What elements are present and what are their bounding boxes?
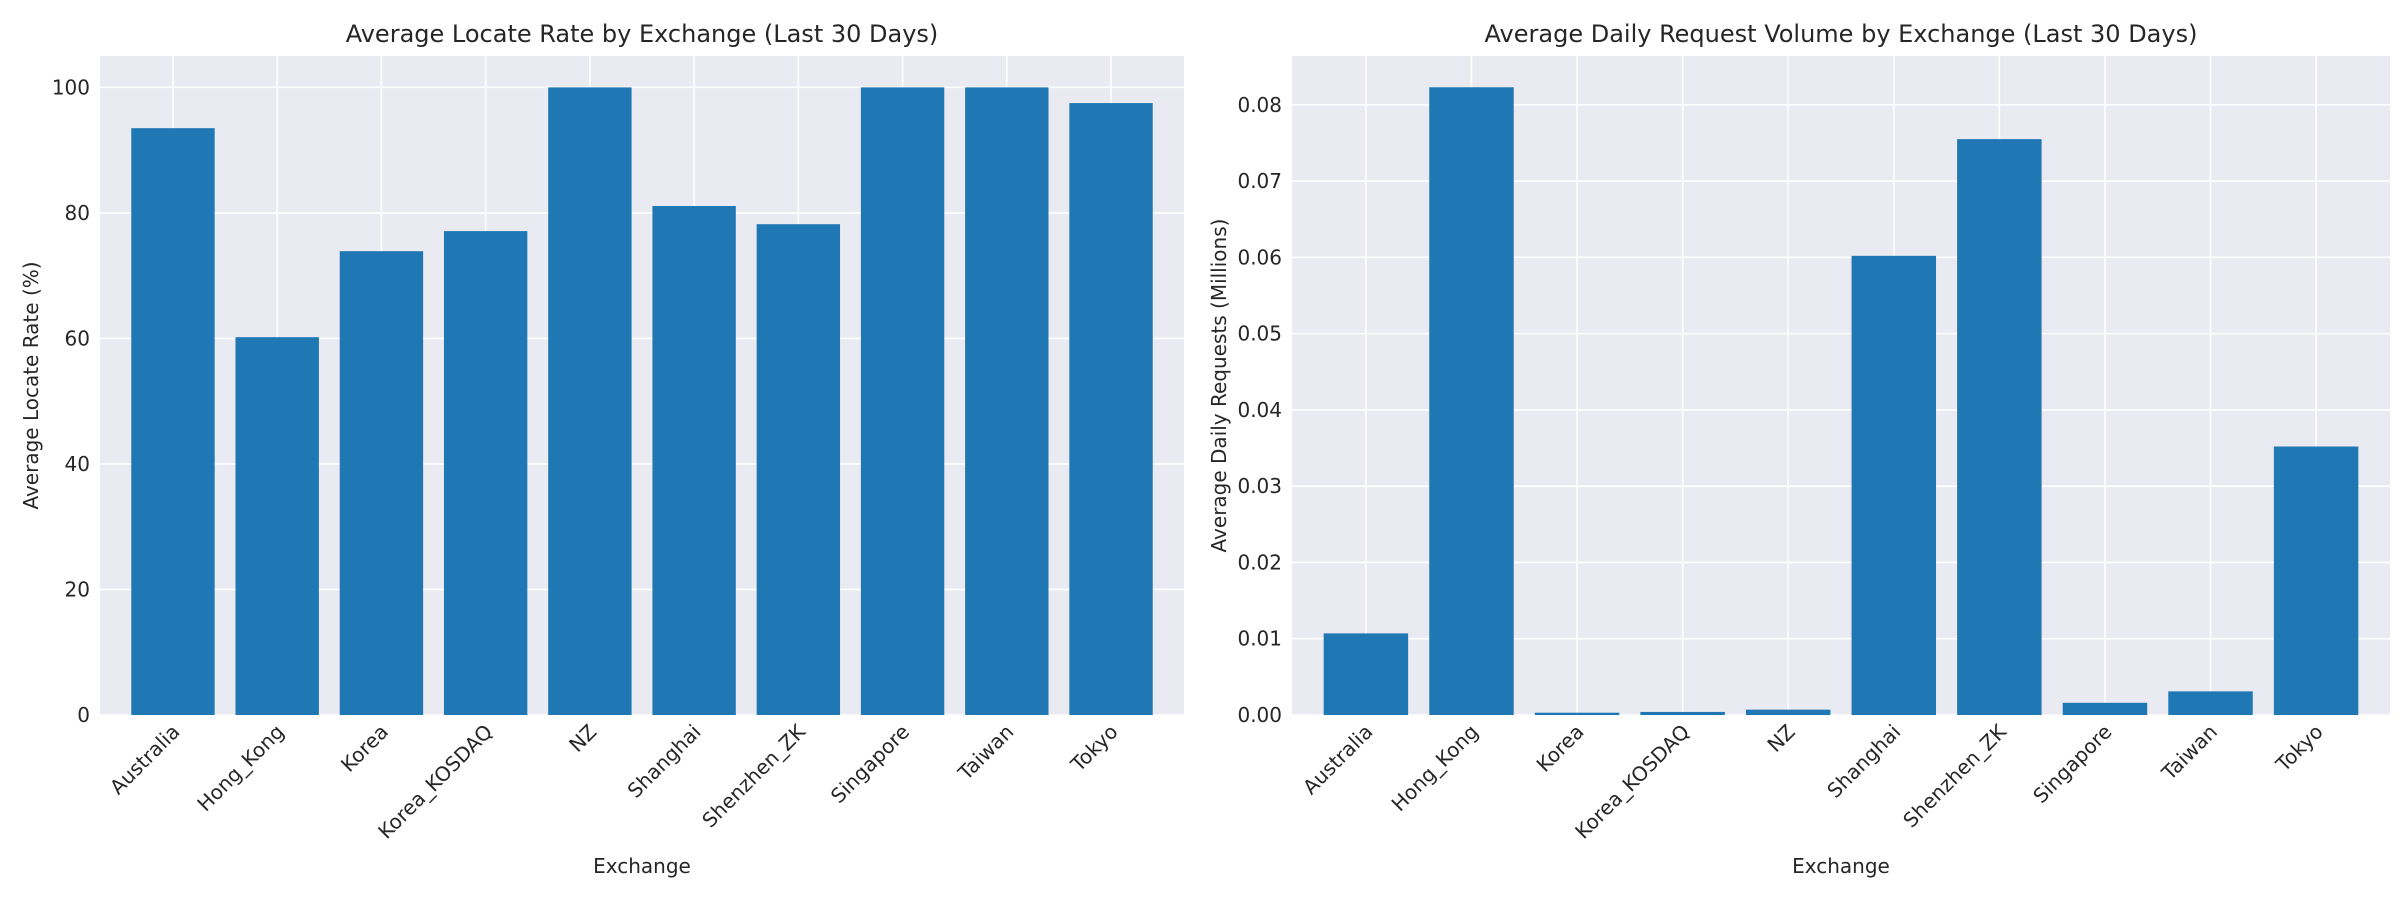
x-tick-label: Korea — [1532, 720, 1589, 777]
bar-korea-kosdaq — [1640, 711, 1725, 715]
x-tick-label: Hong_Kong — [192, 720, 288, 816]
bar-singapore — [2062, 702, 2148, 715]
y-tick-label: 80 — [65, 201, 90, 225]
bar-korea — [1534, 712, 1620, 715]
y-tick-label: 100 — [52, 75, 90, 99]
bar-shanghai — [1851, 255, 1937, 716]
bar-australia — [131, 128, 215, 715]
y-tick-label: 0.00 — [1237, 703, 1282, 727]
x-tick-label: Korea_KOSDAQ — [373, 720, 497, 844]
bar-korea — [339, 251, 424, 716]
y-tick-labels: 0.00 0.01 0.02 0.03 0.04 0.05 0.06 0.07 0.08 — [1237, 93, 1282, 727]
x-tick-label: Australia — [1298, 720, 1378, 800]
x-tick-label: Australia — [105, 720, 185, 800]
bar-nz — [1745, 709, 1831, 715]
x-tick-label: Taiwan — [953, 720, 1019, 786]
y-tick-label: 0.04 — [1237, 398, 1282, 422]
bar-taiwan — [965, 87, 1049, 715]
x-tick-label: Taiwan — [2156, 720, 2222, 786]
locate-rate-chart: 0 20 40 60 80 100 Australia Hong_Kong KoreaKore… — [19, 20, 1184, 878]
y-tick-label: 0.02 — [1237, 550, 1282, 574]
x-tick-label: Shenzhen_ZK — [1898, 719, 2011, 832]
x-tick-label: Shanghai — [623, 720, 706, 803]
bar-hong-kong — [1429, 87, 1514, 716]
y-tick-label: 0.08 — [1237, 93, 1282, 117]
bar-shenzhen-zk — [756, 224, 841, 715]
x-tick-label: Singapore — [2028, 720, 2116, 808]
x-axis-label: Exchange — [1792, 854, 1890, 878]
bars — [1323, 87, 2359, 716]
y-tick-label: 60 — [65, 326, 90, 350]
x-axis-label: Exchange — [593, 854, 691, 878]
x-tick-label: Singapore — [826, 720, 914, 808]
bar-hong-kong — [235, 337, 319, 715]
x-tick-label: NZ — [564, 720, 601, 757]
y-tick-labels: 0 20 40 60 80 100 — [52, 75, 90, 727]
y-tick-label: 20 — [65, 577, 90, 601]
bar-australia — [1323, 633, 1409, 715]
bar-tokyo — [2273, 446, 2359, 715]
y-tick-label: 0.03 — [1237, 474, 1282, 498]
x-tick-label: Korea — [336, 720, 393, 777]
y-axis-label: Average Locate Rate (%) — [19, 261, 43, 509]
y-tick-label: 0.05 — [1237, 322, 1282, 346]
x-tick-label: Hong_Kong — [1387, 720, 1483, 816]
y-tick-label: 0.07 — [1237, 169, 1282, 193]
x-tick-label: Korea_KOSDAQ — [1570, 720, 1694, 844]
bar-singapore — [860, 87, 945, 715]
y-axis-label: Average Daily Requests (Millions) — [1207, 219, 1231, 553]
x-tick-label: NZ — [1763, 720, 1800, 757]
x-tick-label: Tokyo — [1065, 720, 1122, 777]
chart-title: Average Daily Request Volume by Exchange… — [1485, 20, 2198, 48]
x-tick-label: Tokyo — [2270, 720, 2327, 777]
bar-korea-kosdaq — [443, 231, 528, 715]
chart-title: Average Locate Rate by Exchange (Last 30… — [346, 20, 939, 48]
x-tick-label: Shanghai — [1822, 720, 1905, 803]
x-tick-label: Shenzhen_ZK — [697, 719, 810, 832]
y-tick-label: 0 — [77, 703, 90, 727]
bar-taiwan — [2168, 691, 2253, 715]
y-tick-label: 0.06 — [1237, 245, 1282, 269]
bar-shanghai — [652, 206, 736, 715]
bar-shenzhen-zk — [1957, 139, 2042, 716]
bar-nz — [548, 87, 632, 715]
y-tick-label: 40 — [65, 452, 90, 476]
bars — [131, 87, 1153, 716]
request-volume-chart: 0.00 0.01 0.02 0.03 0.04 0.05 0.06 0.07 0.08 Aus… — [1207, 20, 2390, 878]
y-tick-label: 0.01 — [1237, 627, 1282, 651]
bar-tokyo — [1069, 103, 1153, 716]
